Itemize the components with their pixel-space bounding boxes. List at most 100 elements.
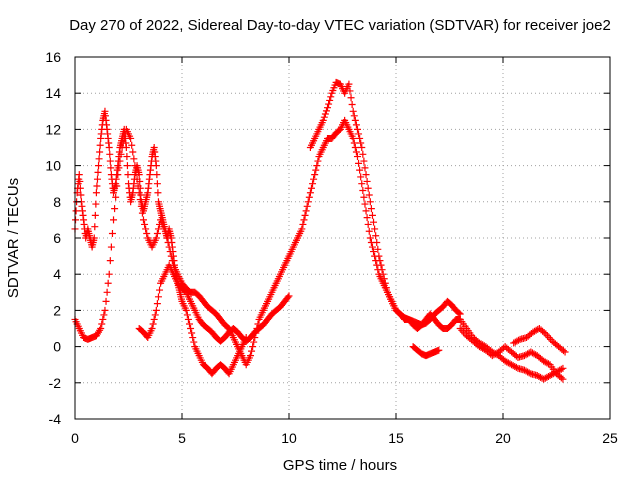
data-point bbox=[139, 216, 147, 224]
data-point bbox=[307, 184, 315, 192]
series-trace-g bbox=[409, 343, 443, 360]
data-markers bbox=[71, 78, 569, 383]
x-tick-label: 15 bbox=[388, 430, 404, 446]
data-point bbox=[371, 225, 379, 233]
data-point bbox=[132, 168, 140, 176]
data-point bbox=[378, 266, 386, 274]
y-tick-label: 0 bbox=[53, 339, 61, 355]
data-point bbox=[380, 275, 388, 283]
data-point bbox=[366, 198, 374, 206]
data-point bbox=[368, 243, 376, 251]
data-point bbox=[128, 141, 136, 149]
data-point bbox=[150, 315, 158, 323]
data-point bbox=[141, 220, 149, 228]
data-point bbox=[350, 139, 358, 147]
data-point bbox=[351, 116, 359, 124]
data-point bbox=[360, 193, 368, 201]
data-point bbox=[540, 329, 548, 337]
data-point bbox=[379, 270, 387, 278]
data-point bbox=[93, 182, 101, 190]
data-point bbox=[77, 191, 85, 199]
data-point bbox=[361, 200, 369, 208]
data-point bbox=[119, 139, 127, 147]
data-point bbox=[246, 352, 254, 360]
data-point bbox=[75, 171, 83, 179]
data-point bbox=[353, 153, 361, 161]
data-point bbox=[356, 134, 364, 142]
data-point bbox=[559, 364, 567, 372]
data-point bbox=[72, 207, 80, 215]
x-tick-label: 25 bbox=[602, 430, 618, 446]
data-point bbox=[187, 325, 195, 332]
data-point bbox=[458, 326, 466, 334]
data-point bbox=[99, 315, 107, 323]
data-point bbox=[130, 155, 138, 163]
data-point bbox=[142, 225, 150, 233]
data-point bbox=[349, 107, 357, 115]
data-point bbox=[302, 207, 310, 215]
series-trace-h bbox=[510, 325, 569, 356]
series-trace-b bbox=[71, 116, 464, 369]
data-point bbox=[76, 184, 84, 192]
data-point bbox=[165, 243, 173, 251]
data-point bbox=[298, 225, 306, 233]
data-point bbox=[306, 189, 314, 197]
data-point bbox=[106, 157, 114, 165]
data-point bbox=[102, 297, 110, 305]
data-point bbox=[182, 306, 190, 314]
data-point bbox=[72, 216, 80, 224]
series-trace-f bbox=[456, 325, 567, 383]
x-tick-label: 5 bbox=[178, 430, 186, 446]
data-point bbox=[362, 171, 370, 179]
data-point bbox=[355, 159, 363, 167]
data-point bbox=[345, 80, 353, 88]
data-point bbox=[372, 232, 380, 240]
data-point bbox=[326, 96, 334, 104]
data-point bbox=[248, 347, 256, 355]
data-point bbox=[106, 150, 114, 158]
data-point bbox=[154, 293, 162, 301]
x-axis-label: GPS time / hours bbox=[283, 457, 397, 474]
data-point bbox=[363, 214, 371, 222]
data-point bbox=[116, 157, 124, 165]
data-point bbox=[96, 141, 104, 149]
data-point bbox=[107, 243, 115, 251]
y-tick-label: -4 bbox=[49, 411, 62, 427]
data-point bbox=[559, 347, 567, 355]
data-point bbox=[188, 329, 196, 337]
data-point bbox=[134, 182, 142, 190]
data-point bbox=[305, 193, 313, 201]
data-point bbox=[162, 229, 170, 237]
data-point bbox=[143, 229, 151, 237]
data-point bbox=[189, 334, 197, 342]
data-point bbox=[350, 112, 358, 120]
data-point bbox=[545, 334, 553, 342]
data-point bbox=[322, 107, 330, 115]
data-point bbox=[105, 144, 113, 151]
data-point bbox=[319, 116, 327, 124]
data-point bbox=[113, 182, 121, 190]
data-point bbox=[362, 207, 370, 215]
data-point bbox=[304, 198, 312, 206]
data-point bbox=[111, 205, 119, 213]
data-point bbox=[544, 360, 552, 368]
x-tick-label: 0 bbox=[71, 430, 79, 446]
data-point bbox=[76, 177, 84, 185]
data-point bbox=[325, 100, 333, 108]
data-point bbox=[120, 134, 128, 142]
chart-title: Day 270 of 2022, Sidereal Day-to-day VTE… bbox=[69, 17, 611, 34]
data-point bbox=[309, 180, 317, 188]
data-point bbox=[285, 292, 293, 300]
data-point bbox=[137, 202, 145, 210]
data-point bbox=[249, 343, 257, 351]
data-point bbox=[250, 338, 258, 346]
data-point bbox=[301, 211, 309, 219]
data-point bbox=[377, 261, 385, 269]
data-point bbox=[358, 180, 366, 188]
data-point bbox=[127, 134, 135, 142]
data-point bbox=[183, 311, 191, 319]
data-point bbox=[117, 150, 125, 158]
data-point bbox=[152, 306, 160, 314]
data-point bbox=[151, 311, 159, 319]
